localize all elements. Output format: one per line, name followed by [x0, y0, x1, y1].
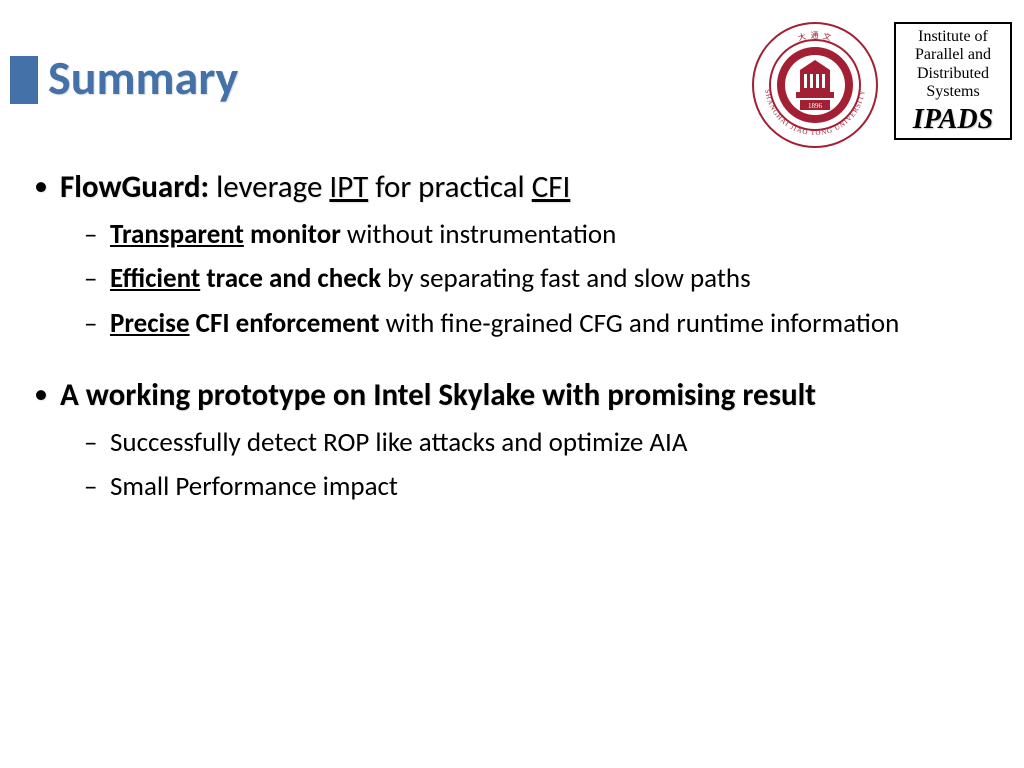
text-run: Successfully detect ROP like attacks and… [110, 426, 687, 459]
text-run: without instrumentation [341, 218, 616, 251]
sub-bullet-item: Transparent monitor without instrumentat… [30, 217, 994, 253]
bullet-item: A working prototype on Intel Skylake wit… [30, 376, 994, 506]
text-run: CFI enforcement [190, 307, 380, 340]
text-run: by separating fast and slow paths [381, 262, 751, 295]
text-run: with fine-grained CFG and runtime inform… [380, 307, 900, 340]
text-run: monitor [244, 218, 341, 251]
sub-bullet-item: Precise CFI enforcement with fine-graine… [30, 306, 994, 342]
ipads-line3: Distributed [898, 65, 1008, 83]
ipads-line4: Systems [898, 83, 1008, 101]
text-run: A working prototype on Intel Skylake wit… [60, 376, 816, 414]
ipads-acronym: IPADS [898, 104, 1008, 136]
text-run: FlowGuard: [60, 168, 209, 206]
sub-bullet-item: Efficient trace and check by separating … [30, 261, 994, 297]
sub-bullet-item: Successfully detect ROP like attacks and… [30, 425, 994, 461]
text-run: Transparent [110, 218, 244, 251]
slide-content: FlowGuard: leverage IPT for practical CF… [30, 168, 994, 540]
bullet-item: FlowGuard: leverage IPT for practical CF… [30, 168, 994, 342]
title-accent-bar [10, 56, 38, 104]
bullet-headline: A working prototype on Intel Skylake wit… [30, 376, 994, 415]
sub-bullet-item: Small Performance impact [30, 469, 994, 505]
sub-bullet-list: Transparent monitor without instrumentat… [30, 217, 994, 342]
text-run: Efficient [110, 262, 200, 295]
text-run: CFI [532, 168, 571, 206]
text-run: Precise [110, 307, 190, 340]
ipads-logo-box: Institute of Parallel and Distributed Sy… [894, 22, 1012, 140]
text-run: for practical [368, 168, 532, 206]
text-run: Small Performance impact [110, 470, 398, 503]
university-seal-icon: 1896 大 通 文 SHANGHAI JIAO TONG UNIVERSITY [750, 20, 880, 150]
text-run: trace and check [200, 262, 381, 295]
text-run: leverage [209, 168, 329, 206]
slide-title: Summary [48, 48, 238, 107]
svg-text:1896: 1896 [808, 102, 823, 110]
ipads-line2: Parallel and [898, 46, 1008, 64]
ipads-line1: Institute of [898, 28, 1008, 46]
bullet-headline: FlowGuard: leverage IPT for practical CF… [30, 168, 994, 207]
text-run: IPT [329, 168, 368, 206]
sub-bullet-list: Successfully detect ROP like attacks and… [30, 425, 994, 506]
